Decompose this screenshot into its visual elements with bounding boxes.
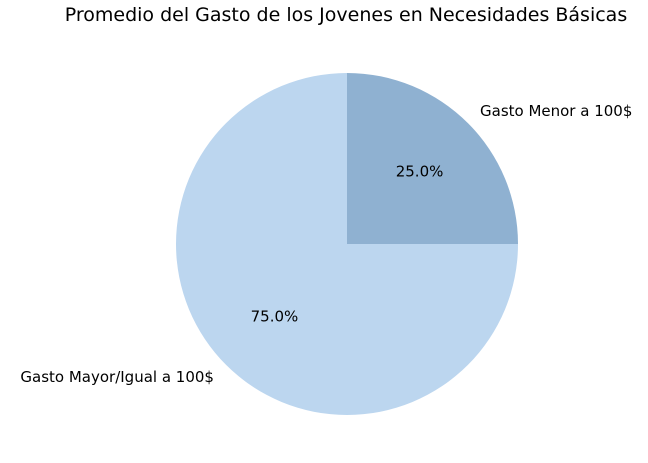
pie-slices — [176, 73, 518, 415]
pie-labels: 25.0% Gasto Menor a 100$ 75.0% Gasto Mayor/… — [20, 102, 632, 386]
chart-title: Promedio del Gasto de los Jovenes en Nec… — [65, 4, 627, 26]
pie-slice-2 — [176, 73, 518, 415]
pie-category-label-1: Gasto Menor a 100$ — [480, 102, 632, 120]
pie-percent-label-1: 25.0% — [396, 162, 444, 180]
pie-category-label-2: Gasto Mayor/Igual a 100$ — [20, 368, 214, 386]
pie-slice-1 — [347, 73, 518, 244]
pie-percent-label-2: 75.0% — [251, 308, 299, 326]
